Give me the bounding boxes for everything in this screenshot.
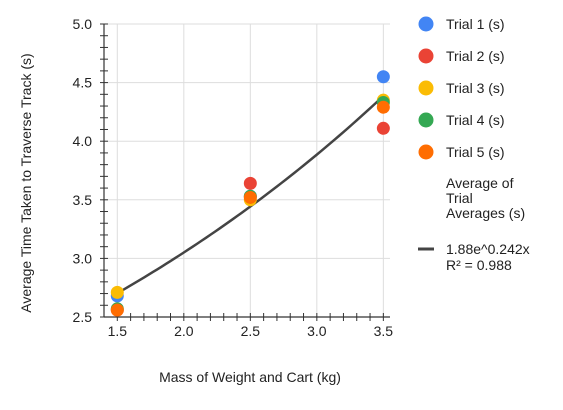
data-point (376, 121, 390, 135)
trendline-layer (116, 95, 385, 295)
legend-label-average: Average of Trial Averages (s) (446, 175, 525, 221)
data-point (243, 176, 257, 190)
legend-marker (418, 16, 434, 32)
legend-label: Trial 1 (s) (446, 16, 505, 32)
x-tick-label: 1.5 (108, 323, 128, 339)
y-tick-label: 3.0 (73, 250, 93, 266)
x-tick-label: 3.5 (374, 323, 394, 339)
legend-marker (418, 144, 434, 160)
legend-label: Trial 3 (s) (446, 80, 505, 96)
x-tick-label: 2.5 (241, 323, 261, 339)
data-point (110, 285, 124, 299)
trendline-equation: 1.88e^0.242x (446, 241, 530, 257)
legend: Trial 1 (s) Trial 2 (s) Trial 3 (s) Trial 4… (418, 16, 530, 273)
axes (100, 23, 390, 321)
data-point (376, 70, 390, 84)
data-point (243, 190, 257, 204)
legend-marker (418, 112, 434, 128)
legend-marker (418, 80, 434, 96)
data-point (376, 100, 390, 114)
data-points (110, 70, 390, 317)
x-tick-label: 3.0 (307, 323, 327, 339)
trendline (116, 95, 385, 295)
y-tick-label: 2.5 (73, 309, 93, 325)
y-tick-label: 5.0 (73, 16, 93, 32)
x-tick-label: 2.0 (174, 323, 194, 339)
x-axis-title: Mass of Weight and Cart (kg) (159, 369, 341, 385)
y-tick-label: 3.5 (73, 192, 93, 208)
tick-labels: 1.5 2.0 2.5 3.0 3.5 2.5 3.0 3.5 4.0 4.5 5.0 (73, 16, 394, 339)
legend-marker (418, 48, 434, 64)
data-point (110, 303, 124, 317)
y-tick-label: 4.5 (73, 75, 93, 91)
y-tick-label: 4.0 (73, 133, 93, 149)
trendline-r-squared: R² = 0.988 (446, 257, 512, 273)
legend-label: Trial 2 (s) (446, 48, 505, 64)
legend-label: Trial 5 (s) (446, 144, 505, 160)
grid-lines (104, 23, 390, 318)
y-axis-title: Average Time Taken to Traverse Track (s) (18, 53, 34, 312)
legend-label: Trial 4 (s) (446, 112, 505, 128)
